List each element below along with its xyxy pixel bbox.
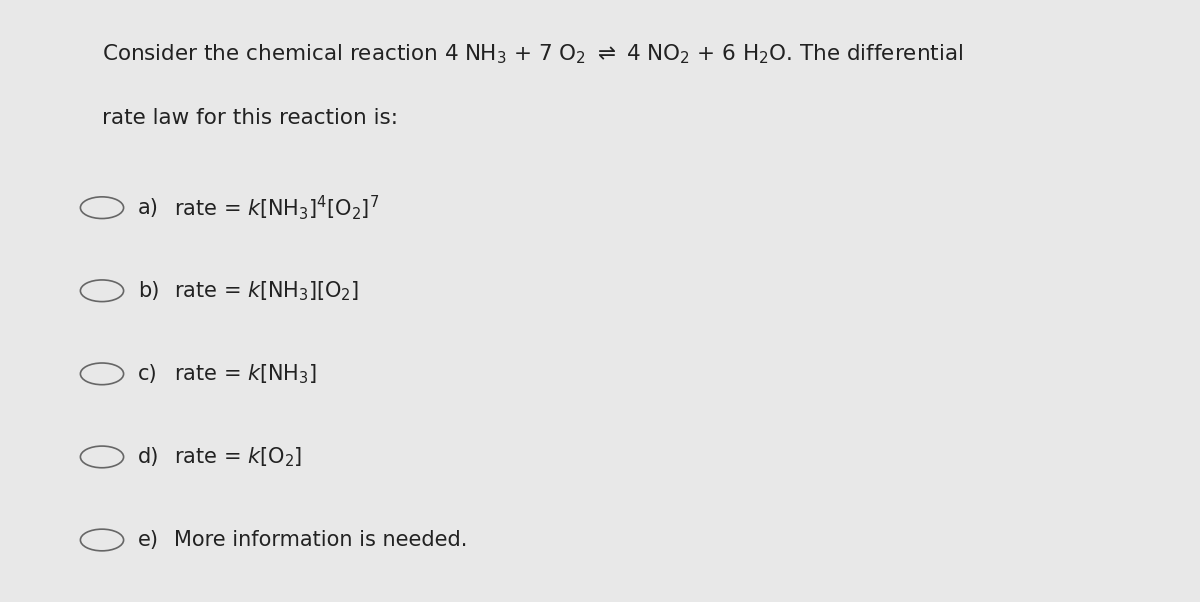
Text: a): a) [138,197,158,218]
Text: rate = $k$[NH$_3$]$^4$[O$_2$]$^7$: rate = $k$[NH$_3$]$^4$[O$_2$]$^7$ [174,193,379,222]
Text: Consider the chemical reaction 4 NH$_3$ + 7 O$_2$ $\rightleftharpoons$ 4 NO$_2$ : Consider the chemical reaction 4 NH$_3$ … [102,42,964,66]
Text: b): b) [138,281,160,301]
Text: e): e) [138,530,158,550]
Text: rate = $k$[NH$_3$]: rate = $k$[NH$_3$] [174,362,317,386]
Text: c): c) [138,364,157,384]
Text: More information is needed.: More information is needed. [174,530,467,550]
Text: rate law for this reaction is:: rate law for this reaction is: [102,108,398,128]
Text: d): d) [138,447,160,467]
Text: rate = $k$[NH$_3$][O$_2$]: rate = $k$[NH$_3$][O$_2$] [174,279,359,303]
Text: rate = $k$[O$_2$]: rate = $k$[O$_2$] [174,445,302,469]
